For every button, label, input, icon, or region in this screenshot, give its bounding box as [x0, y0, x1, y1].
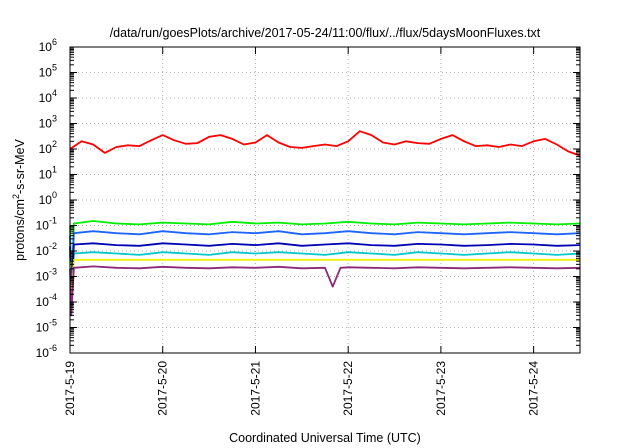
y-tick-exp: -4	[49, 292, 57, 302]
chart-title: /data/run/goesPlots/archive/2017-05-24/1…	[110, 26, 541, 40]
y-tick-exp: 6	[52, 37, 57, 47]
y-tick-base: 10	[39, 168, 53, 182]
y-tick-base: 10	[36, 346, 50, 360]
y-tick-exp: -2	[49, 241, 57, 251]
x-tick-label: 2017-5-24	[527, 361, 541, 416]
x-tick-label: 2017-5-22	[341, 361, 355, 416]
y-tick-label: 10-6	[36, 343, 57, 360]
series-line-4	[69, 242, 581, 296]
y-tick-exp: -5	[49, 318, 57, 328]
y-tick-base: 10	[39, 193, 53, 207]
series-line-3	[69, 230, 581, 296]
y-tick-label: 103	[39, 114, 57, 131]
y-tick-exp: 0	[52, 190, 57, 200]
y-tick-exp: 4	[52, 88, 57, 98]
x-tick-label: 2017-5-23	[434, 361, 448, 416]
y-tick-base: 10	[36, 244, 50, 258]
y-tick-exp: 5	[52, 63, 57, 73]
x-tick-label: 2017-5-21	[248, 361, 262, 416]
series-line-0	[69, 130, 581, 157]
series-line-1	[69, 220, 581, 291]
y-tick-label: 105	[39, 63, 57, 80]
y-tick-base: 10	[39, 66, 53, 80]
y-axis-label: protons/cm2-s-sr-MeV	[11, 138, 27, 260]
y-tick-exp: 2	[52, 139, 57, 149]
series-line-6	[69, 265, 581, 317]
y-tick-base: 10	[39, 142, 53, 156]
y-tick-label: 10-1	[36, 216, 57, 233]
y-tick-label: 100	[39, 190, 57, 207]
grid	[70, 47, 580, 353]
series-group	[69, 130, 581, 317]
y-tick-exp: -6	[49, 343, 57, 353]
y-tick-base: 10	[36, 270, 50, 284]
series-line-2	[69, 251, 581, 303]
y-tick-base: 10	[36, 321, 50, 335]
y-tick-base: 10	[39, 91, 53, 105]
y-tick-exp: 3	[52, 114, 57, 124]
y-tick-label: 10-5	[36, 318, 57, 335]
y-axis-label-rest: -s-sr-MeV	[13, 138, 27, 194]
ticks	[69, 46, 580, 354]
x-tick-label: 2017-5-20	[156, 361, 170, 416]
y-tick-label: 106	[39, 37, 57, 54]
y-tick-label: 10-4	[36, 292, 57, 309]
y-tick-exp: -3	[49, 267, 57, 277]
y-tick-base: 10	[39, 40, 53, 54]
y-tick-label: 102	[39, 139, 57, 156]
y-axis-label-base: protons/cm	[13, 199, 27, 261]
y-tick-base: 10	[36, 295, 50, 309]
y-tick-base: 10	[39, 117, 53, 131]
y-tick-label: 101	[39, 165, 57, 182]
y-axis-label-sup: 2	[11, 194, 21, 199]
y-tick-label: 104	[39, 88, 57, 105]
series-line-5	[69, 258, 580, 303]
y-tick-exp: 1	[52, 165, 57, 175]
y-tick-base: 10	[36, 219, 50, 233]
x-tick-labels: 2017-5-19 2017-5-20 2017-5-21 2017-5-22 2017…	[63, 361, 541, 416]
y-tick-exp: -1	[49, 216, 57, 226]
x-tick-label: 2017-5-19	[63, 361, 77, 416]
y-tick-label: 10-2	[36, 241, 57, 258]
x-axis-label: Coordinated Universal Time (UTC)	[229, 431, 421, 445]
y-tick-label: 10-3	[36, 267, 57, 284]
y-tick-labels: 10-610-510-410-310-210-11001011021031041…	[36, 37, 57, 360]
